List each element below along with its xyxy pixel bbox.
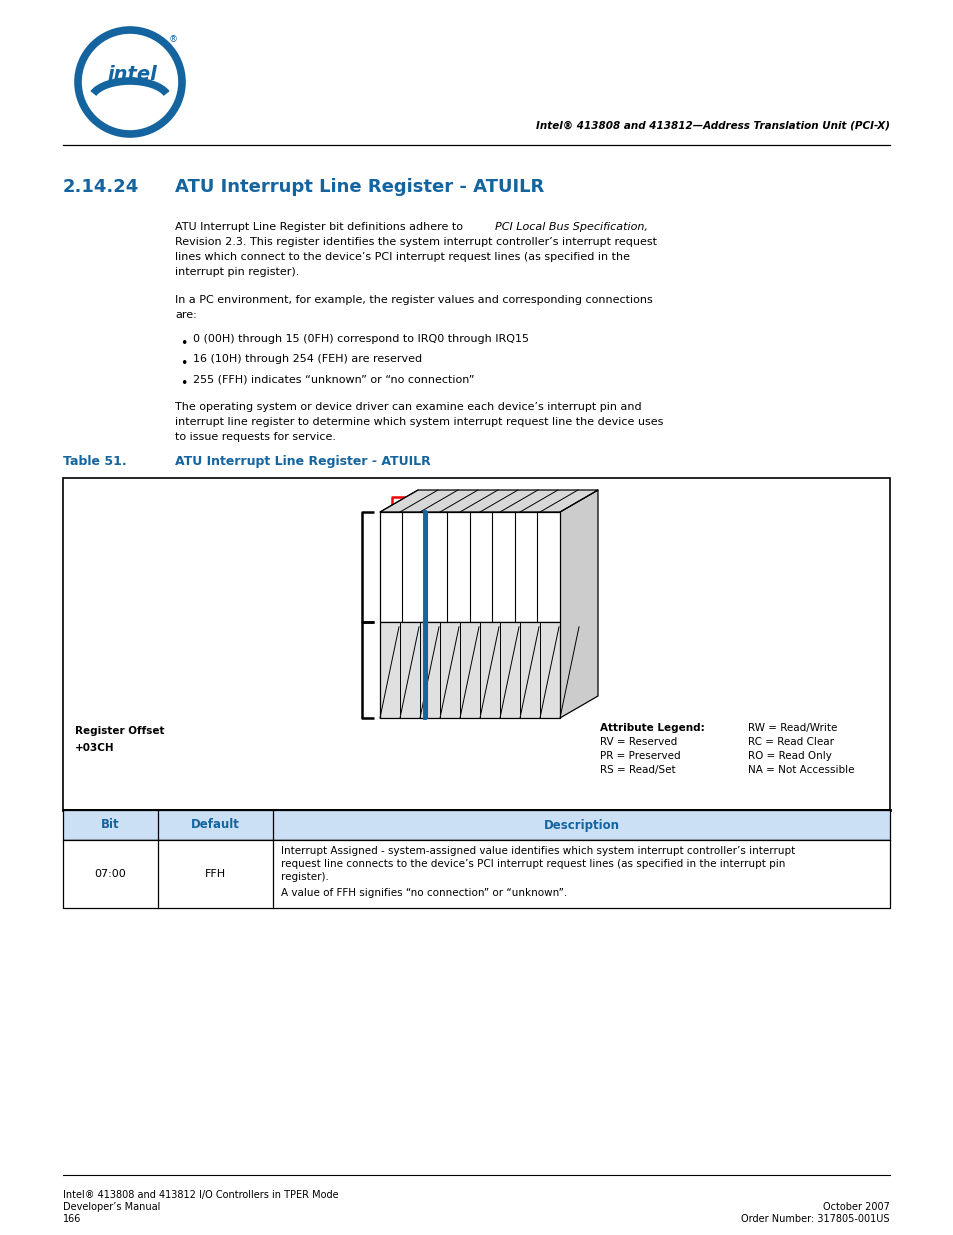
Polygon shape xyxy=(379,490,598,513)
Text: register).: register). xyxy=(281,872,329,882)
Text: October 2007: October 2007 xyxy=(822,1202,889,1212)
Text: 16 (10H) through 254 (FEH) are reserved: 16 (10H) through 254 (FEH) are reserved xyxy=(193,354,421,364)
Text: Default: Default xyxy=(191,819,240,831)
Text: RV = Reserved: RV = Reserved xyxy=(599,737,677,747)
Text: RS = Read/Set: RS = Read/Set xyxy=(599,764,675,776)
Text: Interrupt Assigned - system-assigned value identifies which system interrupt con: Interrupt Assigned - system-assigned val… xyxy=(281,846,795,856)
Text: ®: ® xyxy=(169,36,177,44)
Text: interrupt line register to determine which system interrupt request line the dev: interrupt line register to determine whi… xyxy=(174,417,662,427)
Bar xyxy=(63,840,889,908)
Text: are:: are: xyxy=(174,310,196,320)
Text: •: • xyxy=(180,337,187,350)
Text: Bit: Bit xyxy=(101,819,120,831)
Bar xyxy=(63,478,889,810)
Text: RC = Read Clear: RC = Read Clear xyxy=(747,737,833,747)
Text: interrupt pin register).: interrupt pin register). xyxy=(174,267,299,277)
Text: 166: 166 xyxy=(63,1214,81,1224)
Polygon shape xyxy=(559,490,598,718)
Text: In a PC environment, for example, the register values and corresponding connecti: In a PC environment, for example, the re… xyxy=(174,295,652,305)
Text: ATU Interrupt Line Register - ATUILR: ATU Interrupt Line Register - ATUILR xyxy=(174,178,543,196)
Text: •: • xyxy=(180,377,187,390)
Text: FFH: FFH xyxy=(205,869,226,879)
Text: Intel® 413808 and 413812—Address Translation Unit (PCI-X): Intel® 413808 and 413812—Address Transla… xyxy=(536,120,889,130)
Bar xyxy=(379,622,559,718)
Text: Intel® 413808 and 413812 I/O Controllers in TPER Mode: Intel® 413808 and 413812 I/O Controllers… xyxy=(63,1191,338,1200)
Bar xyxy=(379,513,559,622)
Text: ATU Interrupt Line Register bit definitions adhere to: ATU Interrupt Line Register bit definiti… xyxy=(174,222,466,232)
Text: +03CH: +03CH xyxy=(75,743,114,753)
Text: 255 (FFH) indicates “unknown” or “no connection”: 255 (FFH) indicates “unknown” or “no con… xyxy=(193,374,474,384)
Text: Register Offset: Register Offset xyxy=(75,726,164,736)
Text: 07:00: 07:00 xyxy=(94,869,126,879)
Text: 2.14.24: 2.14.24 xyxy=(63,178,139,196)
Text: RO = Read Only: RO = Read Only xyxy=(747,751,831,761)
Text: Developer’s Manual: Developer’s Manual xyxy=(63,1202,160,1212)
Text: PR = Preserved: PR = Preserved xyxy=(599,751,679,761)
Text: Attribute Legend:: Attribute Legend: xyxy=(599,722,704,734)
Bar xyxy=(63,810,889,840)
Text: A value of FFH signifies “no connection” or “unknown”.: A value of FFH signifies “no connection”… xyxy=(281,888,567,898)
Text: Table 51.: Table 51. xyxy=(63,454,127,468)
Text: Order Number: 317805-001US: Order Number: 317805-001US xyxy=(740,1214,889,1224)
Text: Revision 2.3. This register identifies the system interrupt controller’s interru: Revision 2.3. This register identifies t… xyxy=(174,237,657,247)
Text: Description: Description xyxy=(543,819,618,831)
Text: 0 (00H) through 15 (0FH) correspond to IRQ0 through IRQ15: 0 (00H) through 15 (0FH) correspond to I… xyxy=(193,333,529,345)
Text: intel: intel xyxy=(107,64,156,84)
Text: RW = Read/Write: RW = Read/Write xyxy=(747,722,837,734)
Text: to issue requests for service.: to issue requests for service. xyxy=(174,432,335,442)
Text: •: • xyxy=(180,357,187,370)
Text: PCI Local Bus Specification,: PCI Local Bus Specification, xyxy=(495,222,647,232)
Text: NA = Not Accessible: NA = Not Accessible xyxy=(747,764,854,776)
Text: lines which connect to the device’s PCI interrupt request lines (as specified in: lines which connect to the device’s PCI … xyxy=(174,252,629,262)
Text: request line connects to the device’s PCI interrupt request lines (as specified : request line connects to the device’s PC… xyxy=(281,860,784,869)
Text: ATU Interrupt Line Register - ATUILR: ATU Interrupt Line Register - ATUILR xyxy=(174,454,431,468)
Text: The operating system or device driver can examine each device’s interrupt pin an: The operating system or device driver ca… xyxy=(174,403,641,412)
